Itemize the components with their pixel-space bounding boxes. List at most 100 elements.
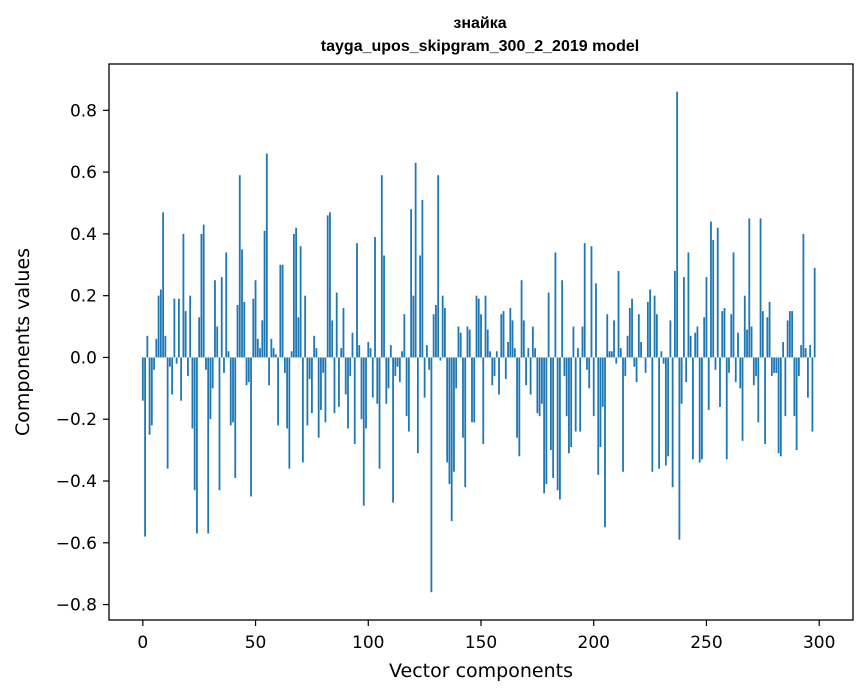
bar-15 [175,357,178,364]
bars-group [141,91,816,593]
plot-frame [108,63,854,621]
y-axis-ticks: −0.8 −0.6 −0.4 −0.2 0.0 0.2 0.4 0.6 0.8 [56,101,109,616]
y-tick-label: 0.4 [70,225,97,245]
bar-164 [511,320,514,358]
bar-283 [779,357,782,457]
bar-266 [741,357,744,441]
bar-44 [241,249,243,358]
bar-209 [613,320,615,358]
bar-270 [750,326,753,358]
bar-231 [662,357,665,364]
bar-212 [619,348,622,358]
bar-29 [207,357,210,534]
bar-16 [177,298,180,358]
x-tick-label: 300 [803,633,835,653]
bar-228 [655,314,658,358]
bar-51 [256,338,259,358]
bar-42 [236,304,239,358]
bar-86 [335,292,338,358]
bar-45 [243,301,246,358]
bar-206 [606,314,609,358]
bar-145 [468,329,471,358]
bar-73 [306,357,309,426]
bar-81 [324,357,327,423]
bar-258 [723,308,726,358]
bar-19 [184,311,187,358]
bar-17 [180,357,183,401]
bar-116 [403,314,406,358]
bar-55 [265,153,268,358]
bar-279 [770,357,773,376]
bar-125 [423,357,426,398]
bar-280 [773,357,775,373]
bar-204 [601,357,604,407]
bar-12 [168,357,171,367]
bar-0 [141,357,144,401]
bar-132 [439,357,442,361]
bar-121 [414,162,417,358]
bar-46 [245,357,248,386]
bar-232 [664,357,667,466]
bar-91 [347,357,349,429]
bar-23 [193,357,196,491]
bar-96 [358,345,361,358]
bar-65 [288,357,291,469]
bar-111 [392,357,394,503]
bar-295 [807,357,809,398]
bar-242 [687,252,690,358]
bar-31 [211,357,214,389]
bar-74 [308,357,311,380]
bar-245 [694,332,697,358]
bar-97 [360,357,363,420]
bar-267 [743,295,746,358]
bar-18 [182,233,185,358]
bar-248 [701,357,703,460]
bar-297 [811,357,814,432]
bar-57 [270,338,273,358]
bar-199 [590,246,593,358]
bar-175 [536,357,539,414]
bar-135 [446,357,449,463]
bar-49 [252,298,255,358]
bar-104 [376,357,379,404]
bar-241 [685,357,688,383]
bar-203 [599,357,602,448]
bar-119 [410,209,413,358]
bar-71 [301,357,304,463]
bar-168 [520,280,523,358]
y-tick-label: −0.2 [56,410,97,430]
bar-211 [617,270,620,358]
x-tick-label: 100 [352,633,384,653]
bar-171 [527,348,530,358]
bar-170 [525,357,527,386]
bar-28 [205,357,207,370]
bar-133 [441,295,444,358]
y-tick-label: −0.8 [56,596,97,616]
bar-105 [378,357,381,469]
bar-194 [579,357,582,432]
bar-198 [588,357,591,389]
bar-47 [247,357,250,383]
bar-129 [432,314,435,358]
bar-244 [692,357,694,460]
bar-50 [254,280,257,358]
bar-284 [782,342,785,358]
bar-249 [703,317,706,358]
bar-191 [572,326,575,358]
bar-148 [475,295,478,358]
bar-293 [802,233,805,358]
bar-1 [144,357,146,537]
bar-197 [586,357,588,370]
bar-195 [581,326,584,358]
bar-136 [448,357,451,485]
bar-187 [563,357,566,376]
bar-292 [800,345,803,358]
bar-207 [608,351,611,358]
bar-56 [268,357,270,386]
bar-143 [464,357,467,488]
bar-269 [748,218,751,358]
bar-39 [229,357,232,426]
bar-89 [342,308,345,358]
bar-107 [383,255,385,358]
